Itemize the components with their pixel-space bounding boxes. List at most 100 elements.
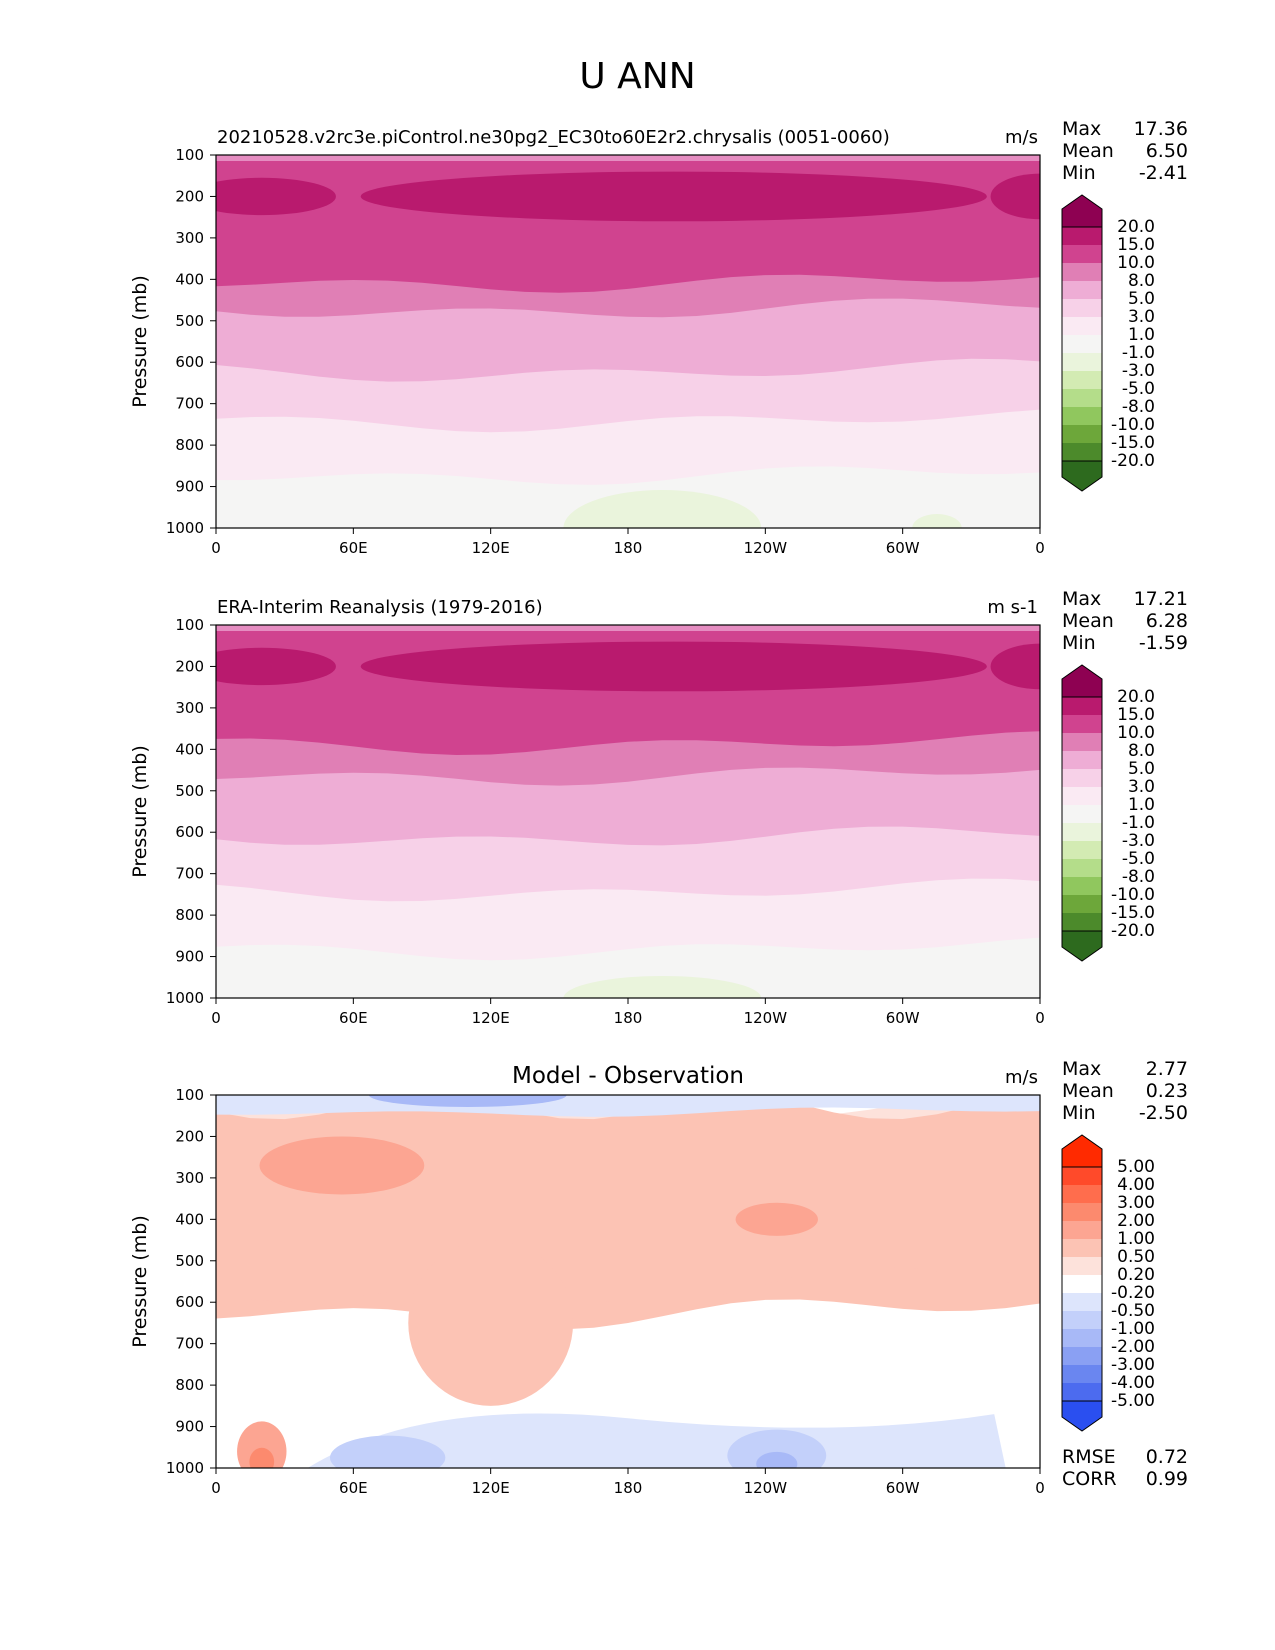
colorbar-label: -3.00 (1111, 1355, 1155, 1375)
y-tick-label: 1000 (166, 989, 204, 1007)
colorbar-cell (1062, 245, 1102, 263)
colorbar-cell (1062, 263, 1102, 281)
y-tick-label: 300 (175, 229, 204, 247)
x-tick-label: 120E (472, 1479, 510, 1497)
y-tick-label: 500 (175, 782, 204, 800)
colorbar-frame (1061, 696, 1103, 932)
y-tick-label: 100 (175, 146, 204, 164)
colorbar-cell (1062, 425, 1102, 443)
colorbar-cell (1062, 895, 1102, 913)
y-tick-label: 1000 (166, 519, 204, 537)
y-tick-label: 100 (175, 1086, 204, 1104)
y-tick-label: 600 (175, 353, 204, 371)
x-tick-label: 120E (472, 539, 510, 557)
colorbar-label: 3.0 (1128, 777, 1155, 797)
colorbar-label: 5.0 (1128, 759, 1155, 779)
stat-label: Mean (1062, 1080, 1114, 1102)
y-axis-label: Pressure (mb) (129, 275, 151, 408)
x-tick-label: 0 (211, 1009, 221, 1027)
figure-title: U ANN (579, 56, 696, 97)
contour-band (563, 490, 762, 528)
colorbar-cell (1062, 715, 1102, 733)
contour-band (912, 514, 962, 528)
colorbar-cell (1062, 353, 1102, 371)
contour-fill (216, 155, 1040, 528)
x-tick-label: 0 (1035, 1009, 1045, 1027)
y-tick-label: 300 (175, 699, 204, 717)
contour-fill (216, 1095, 1040, 1468)
colorbar-label: 3.0 (1128, 307, 1155, 327)
x-tick-label: 180 (614, 539, 643, 557)
panel-3: 100 200 300 400 500 600 700 800 900 1000 0 60E 120E 1… (129, 1058, 1188, 1497)
x-tick-label: 60E (339, 1009, 368, 1027)
colorbar-cell (1062, 841, 1102, 859)
contour-band (307, 1413, 1006, 1468)
stat-label: Max (1062, 1058, 1101, 1080)
colorbar: 20.015.010.08.05.03.01.0-1.0-3.0-5.0-8.0… (1061, 194, 1155, 492)
colorbar-cell (1062, 389, 1102, 407)
stat-value: 0.23 (1146, 1080, 1188, 1102)
colorbar-cell (1062, 859, 1102, 877)
colorbar-cell (1062, 443, 1102, 461)
colorbar-label: 20.0 (1117, 687, 1155, 707)
contour-band (330, 1435, 446, 1468)
contour-band (408, 1240, 574, 1406)
colorbar-label: -1.00 (1111, 1319, 1155, 1339)
colorbar-cell (1062, 1329, 1102, 1347)
colorbar-label: -15.0 (1111, 903, 1155, 923)
panel-title: Model - Observation (512, 1063, 744, 1089)
stat-value: -1.59 (1139, 632, 1188, 654)
colorbar-label: 0.50 (1117, 1247, 1155, 1267)
colorbar-cell (1062, 1221, 1102, 1239)
y-tick-label: 900 (175, 478, 204, 496)
y-tick-label: 300 (175, 1169, 204, 1187)
colorbar-cell (1062, 913, 1102, 931)
colorbar-label: -4.00 (1111, 1373, 1155, 1393)
stat-value: 17.21 (1134, 588, 1188, 610)
panel-units: m s-1 (987, 597, 1038, 618)
colorbar-label: 4.00 (1117, 1175, 1155, 1195)
colorbar-cell (1062, 805, 1102, 823)
colorbar-extend-top (1061, 194, 1103, 228)
y-tick-label: 800 (175, 1376, 204, 1394)
colorbar-label: -8.0 (1122, 867, 1155, 887)
colorbar-cell (1062, 733, 1102, 751)
contour-band (216, 625, 1040, 631)
contour-band (727, 1429, 827, 1468)
colorbar-extend-bottom (1061, 460, 1103, 492)
panel-1: 100 200 300 400 500 600 700 800 900 1000 0 60E 120E 1… (129, 118, 1188, 557)
colorbar-label: -15.0 (1111, 433, 1155, 453)
colorbar-label: 5.0 (1128, 289, 1155, 309)
x-tick-label: 60W (886, 1009, 920, 1027)
colorbar-label: -5.00 (1111, 1391, 1155, 1411)
y-tick-label: 600 (175, 1293, 204, 1311)
y-tick-label: 700 (175, 865, 204, 883)
stat-label: Max (1062, 118, 1101, 140)
y-axis-label: Pressure (mb) (129, 1215, 151, 1348)
y-tick-label: 400 (175, 270, 204, 288)
contour-fill (216, 625, 1040, 998)
x-tick-label: 120W (744, 1479, 788, 1497)
colorbar-label: 1.0 (1128, 795, 1155, 815)
colorbar-label: -5.0 (1122, 849, 1155, 869)
colorbar-label: -0.50 (1111, 1301, 1155, 1321)
colorbar-label: 10.0 (1117, 723, 1155, 743)
x-tick-label: 180 (614, 1479, 643, 1497)
y-tick-label: 1000 (166, 1459, 204, 1477)
colorbar-cell (1062, 227, 1102, 245)
y-tick-label: 900 (175, 1418, 204, 1436)
colorbar-label: -20.0 (1111, 451, 1155, 471)
colorbar-label: 8.0 (1128, 741, 1155, 761)
colorbar-cell (1062, 823, 1102, 841)
y-tick-label: 700 (175, 1335, 204, 1353)
colorbar-label: -1.0 (1122, 813, 1155, 833)
colorbar-extend-bottom (1061, 1400, 1103, 1432)
colorbar: 5.004.003.002.001.000.500.20-0.20-0.50-1… (1061, 1134, 1155, 1432)
x-tick-label: 60E (339, 539, 368, 557)
stat-value: -2.41 (1139, 162, 1188, 184)
colorbar-label: -3.0 (1122, 361, 1155, 381)
stat-label: Mean (1062, 610, 1114, 632)
stat-label: Mean (1062, 140, 1114, 162)
colorbar-cell (1062, 1257, 1102, 1275)
colorbar-cell (1062, 281, 1102, 299)
